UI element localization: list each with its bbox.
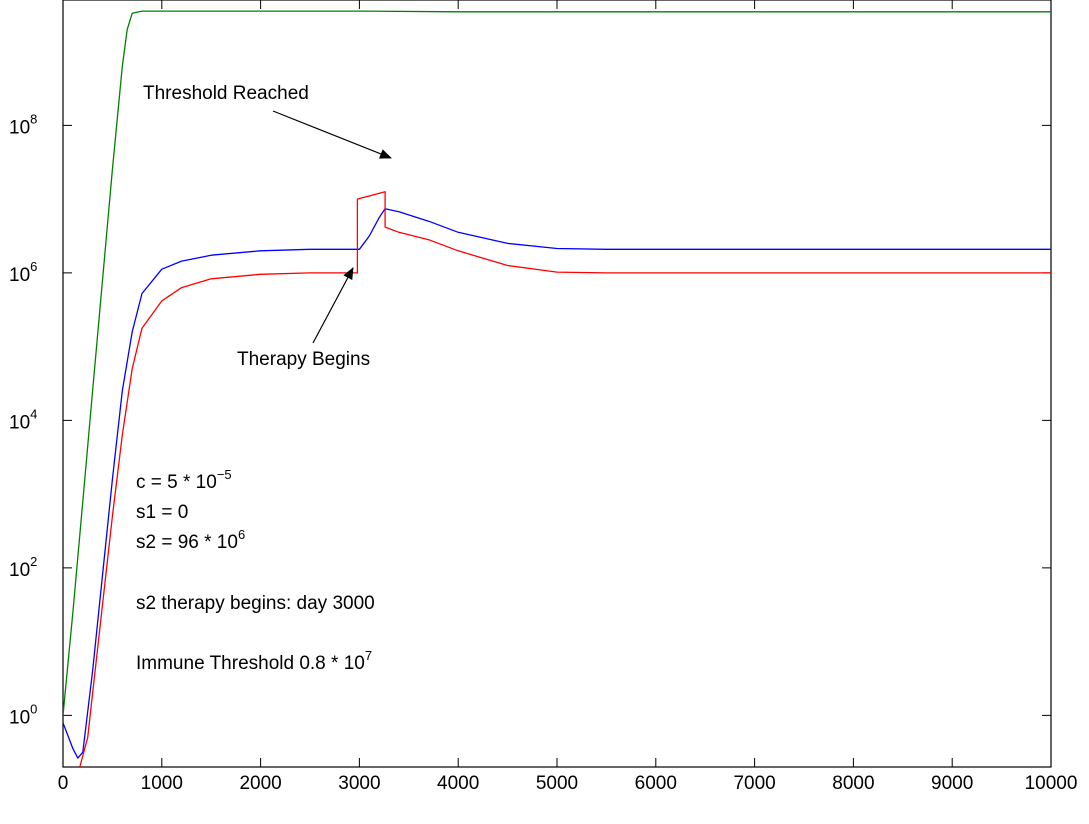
series-blue-line xyxy=(63,208,1051,759)
param-s1: s1 = 0 xyxy=(136,502,188,523)
x-tick-label: 5000 xyxy=(536,773,578,794)
x-tick-label: 9000 xyxy=(931,773,973,794)
x-tick-label: 0 xyxy=(58,773,69,794)
x-tick-label: 10000 xyxy=(1025,773,1078,794)
param-s2: s2 = 96 * 106 xyxy=(136,527,245,553)
x-tick-label: 7000 xyxy=(733,773,775,794)
x-tick-label: 2000 xyxy=(239,773,281,794)
y-tick-label: 102 xyxy=(9,554,37,581)
y-tick-label: 108 xyxy=(9,111,37,138)
x-tick-label: 3000 xyxy=(338,773,380,794)
therapy-arrow xyxy=(312,267,354,344)
x-tick-label: 1000 xyxy=(141,773,183,794)
param-therapy-day: s2 therapy begins: day 3000 xyxy=(136,593,375,614)
threshold-arrow xyxy=(272,110,392,159)
threshold-reached-label: Threshold Reached xyxy=(143,83,309,104)
series-red-line xyxy=(79,191,1051,767)
y-axis-ticks: 100 102 104 106 108 xyxy=(9,111,1051,728)
plot-area xyxy=(62,0,1052,768)
param-immune-threshold: Immune Threshold 0.8 * 107 xyxy=(136,648,372,674)
x-tick-label: 6000 xyxy=(635,773,677,794)
y-tick-label: 106 xyxy=(9,259,37,286)
y-tick-label: 104 xyxy=(9,406,37,433)
y-tick-label: 100 xyxy=(9,701,37,728)
param-c: c = 5 * 10−5 xyxy=(136,467,232,493)
series-layer xyxy=(63,10,1051,767)
x-tick-label: 4000 xyxy=(437,773,479,794)
series-green-line xyxy=(63,10,1051,716)
x-tick-label: 8000 xyxy=(832,773,874,794)
x-axis-ticks: 0 1000 2000 3000 4000 5000 6000 7000 8000 9000 100… xyxy=(58,0,1078,794)
therapy-begins-label: Therapy Begins xyxy=(237,349,370,370)
